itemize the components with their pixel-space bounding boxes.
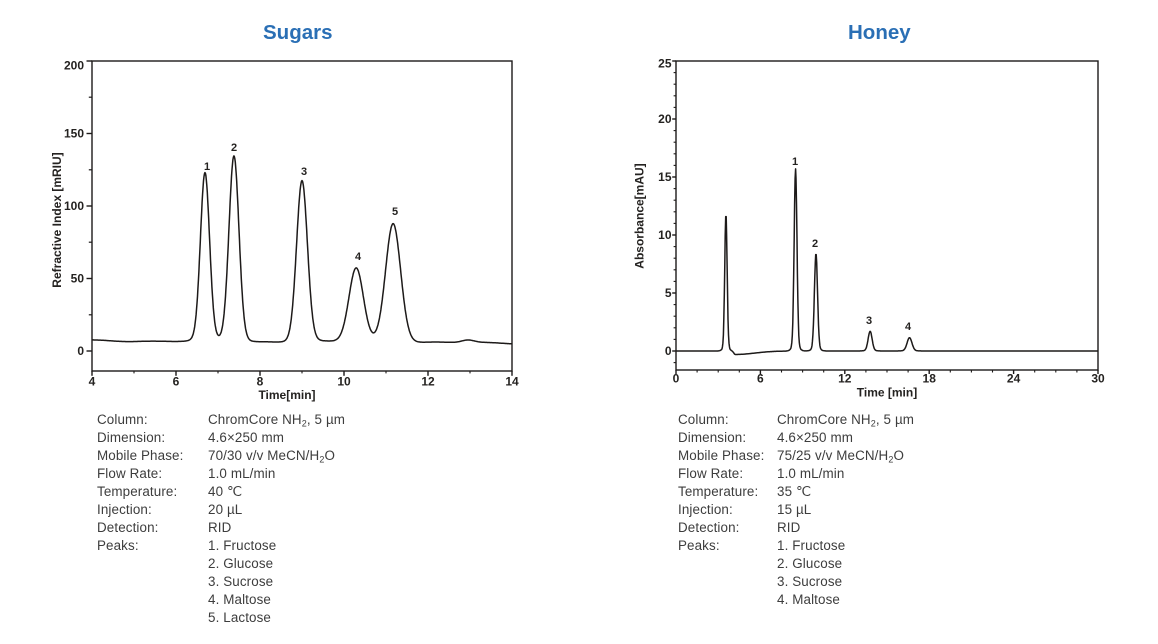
svg-text:4: 4 <box>89 375 96 389</box>
svg-text:150: 150 <box>64 127 84 141</box>
svg-text:2: 2 <box>231 142 237 154</box>
svg-text:20: 20 <box>658 112 672 126</box>
svg-text:24: 24 <box>1007 372 1021 386</box>
svg-text:14: 14 <box>505 375 519 389</box>
svg-text:10: 10 <box>658 228 672 242</box>
svg-text:6: 6 <box>757 372 764 386</box>
svg-text:5: 5 <box>392 206 398 218</box>
svg-text:3: 3 <box>301 166 307 178</box>
svg-text:Absorbance[mAU]: Absorbance[mAU] <box>633 163 647 268</box>
svg-text:0: 0 <box>77 344 84 358</box>
svg-text:3: 3 <box>866 315 872 327</box>
svg-text:12: 12 <box>421 375 435 389</box>
svg-text:8: 8 <box>257 375 264 389</box>
svg-text:50: 50 <box>71 272 85 286</box>
svg-text:1: 1 <box>204 161 210 173</box>
svg-text:18: 18 <box>923 372 937 386</box>
svg-text:Refractive Index [mRIU]: Refractive Index [mRIU] <box>50 152 64 287</box>
svg-text:6: 6 <box>173 375 180 389</box>
svg-text:Time[min]: Time[min] <box>258 388 315 402</box>
svg-text:Time [min]: Time [min] <box>857 386 917 400</box>
svg-text:25: 25 <box>658 57 672 71</box>
svg-text:0: 0 <box>665 344 672 358</box>
svg-text:5: 5 <box>665 286 672 300</box>
svg-text:30: 30 <box>1091 372 1105 386</box>
svg-text:12: 12 <box>838 372 852 386</box>
svg-text:4: 4 <box>355 251 362 263</box>
svg-text:4: 4 <box>905 321 912 333</box>
svg-text:200: 200 <box>64 58 84 72</box>
svg-text:10: 10 <box>337 375 351 389</box>
svg-text:0: 0 <box>673 372 680 386</box>
svg-text:1: 1 <box>792 156 798 168</box>
svg-text:2: 2 <box>812 238 818 250</box>
svg-text:15: 15 <box>658 170 672 184</box>
svg-text:100: 100 <box>64 199 84 213</box>
